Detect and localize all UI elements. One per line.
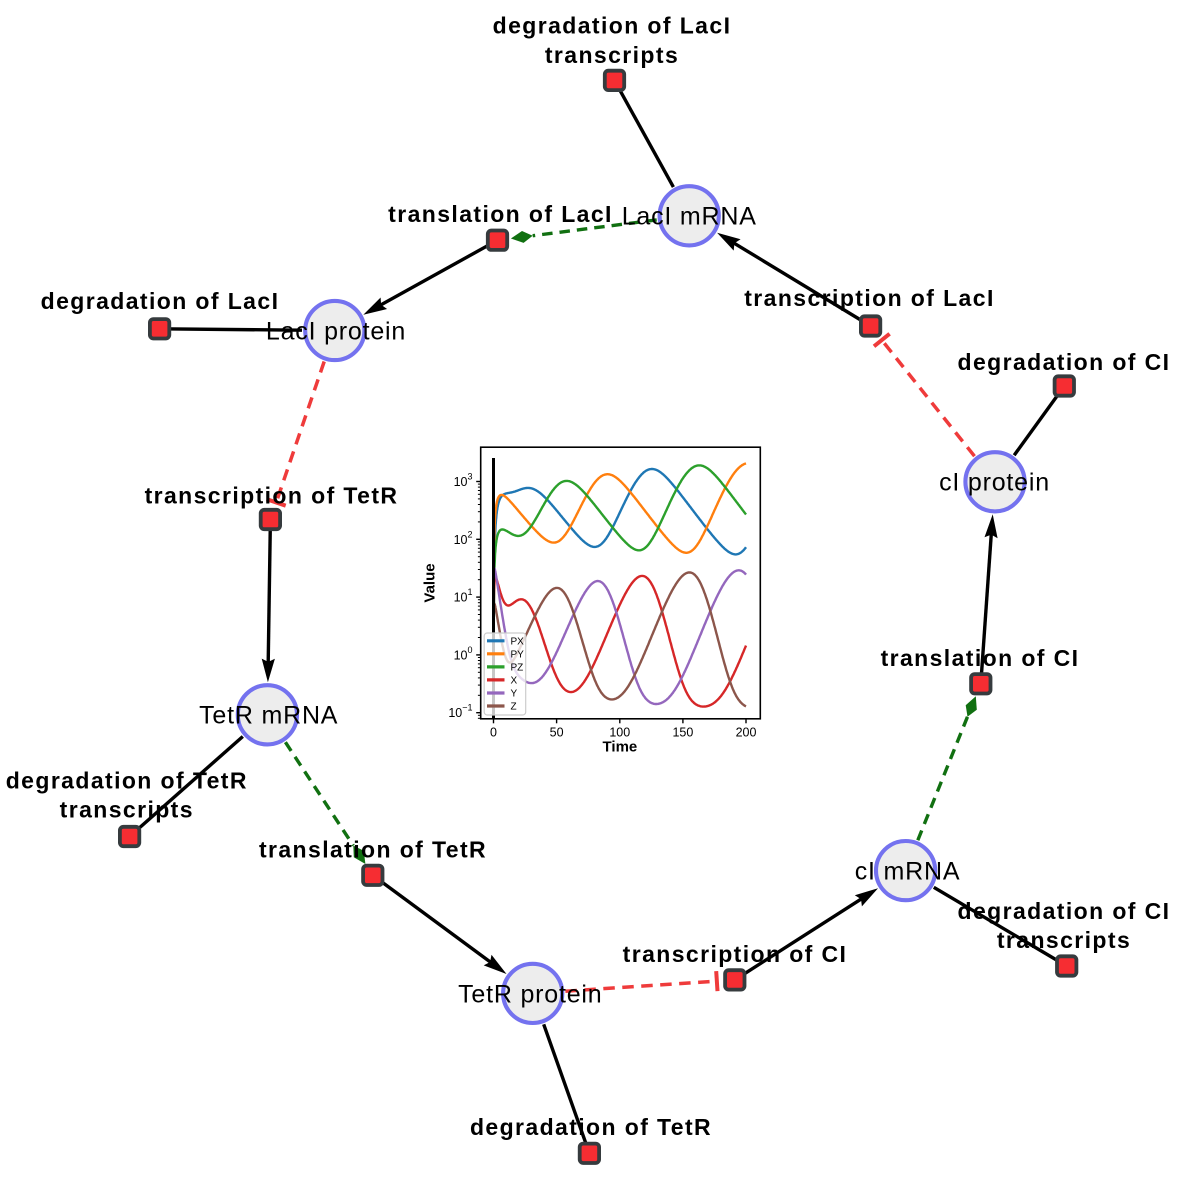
svg-text:cI mRNA: cI mRNA [855, 858, 961, 886]
svg-text:50: 50 [550, 726, 564, 740]
svg-text:0: 0 [490, 726, 497, 740]
svg-text:150: 150 [672, 726, 693, 740]
svg-text:degradation of CI: degradation of CI [958, 898, 1171, 924]
svg-text:degradation of LacI: degradation of LacI [41, 288, 280, 314]
svg-text:Value: Value [422, 563, 439, 602]
svg-text:degradation of TetR: degradation of TetR [6, 767, 248, 793]
svg-text:degradation of CI: degradation of CI [958, 349, 1171, 375]
svg-text:LacI protein: LacI protein [266, 318, 406, 346]
svg-text:PX: PX [511, 636, 525, 647]
svg-text:transcripts: transcripts [545, 42, 679, 68]
svg-text:transcription of TetR: transcription of TetR [145, 483, 399, 509]
svg-text:transcription of CI: transcription of CI [623, 941, 848, 967]
svg-text:PY: PY [511, 649, 525, 660]
svg-text:translation of CI: translation of CI [881, 645, 1080, 671]
svg-text:TetR protein: TetR protein [458, 980, 602, 1008]
svg-text:X: X [511, 676, 518, 687]
svg-text:cI protein: cI protein [939, 469, 1050, 497]
svg-text:translation of TetR: translation of TetR [259, 836, 487, 862]
svg-text:TetR mRNA: TetR mRNA [199, 702, 338, 730]
svg-text:degradation of TetR: degradation of TetR [470, 1114, 712, 1140]
svg-text:PZ: PZ [511, 663, 524, 674]
svg-text:Y: Y [511, 689, 518, 700]
svg-text:degradation of LacI: degradation of LacI [493, 13, 732, 39]
svg-text:transcripts: transcripts [60, 797, 194, 823]
svg-text:Z: Z [511, 702, 517, 713]
svg-text:Time: Time [603, 739, 638, 756]
svg-text:LacI mRNA: LacI mRNA [622, 203, 757, 231]
svg-text:200: 200 [736, 726, 757, 740]
svg-text:100: 100 [609, 726, 630, 740]
svg-text:translation of LacI: translation of LacI [388, 201, 613, 227]
svg-text:transcription of LacI: transcription of LacI [744, 285, 994, 311]
svg-text:transcripts: transcripts [997, 927, 1131, 953]
